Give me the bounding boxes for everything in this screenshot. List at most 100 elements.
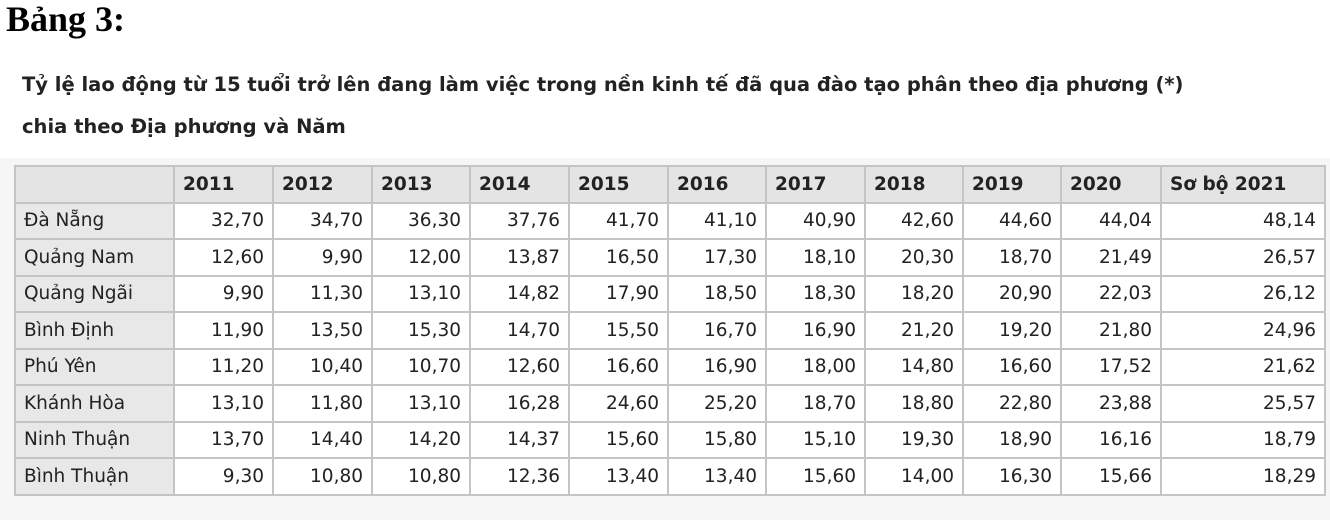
table-title: Tỷ lệ lao động từ 15 tuổi trở lên đang l… xyxy=(22,64,1322,148)
table-cell: 22,80 xyxy=(962,384,1062,423)
table-cell: 18,30 xyxy=(765,274,866,313)
table-cell: 13,70 xyxy=(173,420,274,459)
column-header: 2013 xyxy=(371,165,471,204)
table-row: Bình Thuận 9,30 10,80 10,80 12,36 13,40 13,40 1… xyxy=(14,457,1326,496)
table-cell: 18,20 xyxy=(864,274,964,313)
column-header: 2016 xyxy=(667,165,767,204)
column-header: 2020 xyxy=(1060,165,1162,204)
table-cell: 36,30 xyxy=(371,201,471,240)
table-cell: 21,49 xyxy=(1060,238,1162,277)
table-cell: 18,29 xyxy=(1160,457,1326,496)
column-header: 2011 xyxy=(173,165,274,204)
table-title-line-1: Tỷ lệ lao động từ 15 tuổi trở lên đang l… xyxy=(22,73,1184,96)
table-row: Quảng Nam 12,60 9,90 12,00 13,87 16,50 17,30 18… xyxy=(14,238,1326,277)
table-cell: 41,70 xyxy=(568,201,669,240)
table-cell: 15,30 xyxy=(371,311,471,350)
data-table: 2011 2012 2013 2014 2015 2016 2017 2018 2019 2020… xyxy=(14,165,1326,496)
table-cell: 11,30 xyxy=(272,274,373,313)
table-cell: 44,60 xyxy=(962,201,1062,240)
table-cell: 24,96 xyxy=(1160,311,1326,350)
row-label: Đà Nẵng xyxy=(14,201,175,240)
table-cell: 12,36 xyxy=(469,457,570,496)
column-header: 2017 xyxy=(765,165,866,204)
table-cell: 16,60 xyxy=(568,347,669,386)
table-cell: 21,62 xyxy=(1160,347,1326,386)
table-cell: 13,10 xyxy=(371,274,471,313)
table-cell: 25,57 xyxy=(1160,384,1326,423)
table-row: Bình Định 11,90 13,50 15,30 14,70 15,50 16,70 1… xyxy=(14,311,1326,350)
table-cell: 15,80 xyxy=(667,420,767,459)
table-cell: 20,30 xyxy=(864,238,964,277)
table-cell: 41,10 xyxy=(667,201,767,240)
table-cell: 26,12 xyxy=(1160,274,1326,313)
table-cell: 14,82 xyxy=(469,274,570,313)
table-cell: 18,90 xyxy=(962,420,1062,459)
table-cell: 22,03 xyxy=(1060,274,1162,313)
table-cell: 15,50 xyxy=(568,311,669,350)
table-cell: 34,70 xyxy=(272,201,373,240)
table-cell: 9,90 xyxy=(272,238,373,277)
table-cell: 15,10 xyxy=(765,420,866,459)
row-label: Phú Yên xyxy=(14,347,175,386)
table-cell: 12,60 xyxy=(469,347,570,386)
table-cell: 17,30 xyxy=(667,238,767,277)
table-row: Đà Nẵng 32,70 34,70 36,30 37,76 41,70 41,10 40,… xyxy=(14,201,1326,240)
table-cell: 18,10 xyxy=(765,238,866,277)
table-cell: 42,60 xyxy=(864,201,964,240)
column-header: 2019 xyxy=(962,165,1062,204)
column-header: 2014 xyxy=(469,165,570,204)
column-header: 2012 xyxy=(272,165,373,204)
table-cell: 16,90 xyxy=(667,347,767,386)
row-label: Quảng Ngãi xyxy=(14,274,175,313)
column-header: 2015 xyxy=(568,165,669,204)
table-cell: 14,70 xyxy=(469,311,570,350)
table-cell: 16,28 xyxy=(469,384,570,423)
table-cell: 20,90 xyxy=(962,274,1062,313)
row-label: Bình Thuận xyxy=(14,457,175,496)
table-cell: 15,66 xyxy=(1060,457,1162,496)
table-cell: 15,60 xyxy=(568,420,669,459)
row-label: Ninh Thuận xyxy=(14,420,175,459)
table-cell: 18,70 xyxy=(962,238,1062,277)
table-cell: 13,40 xyxy=(568,457,669,496)
table-cell: 16,70 xyxy=(667,311,767,350)
table-cell: 48,14 xyxy=(1160,201,1326,240)
table-cell: 24,60 xyxy=(568,384,669,423)
table-cell: 19,20 xyxy=(962,311,1062,350)
table-cell: 25,20 xyxy=(667,384,767,423)
table-cell: 11,20 xyxy=(173,347,274,386)
table-cell: 26,57 xyxy=(1160,238,1326,277)
table-cell: 12,60 xyxy=(173,238,274,277)
table-cell: 17,52 xyxy=(1060,347,1162,386)
table-cell: 14,40 xyxy=(272,420,373,459)
table-cell: 18,00 xyxy=(765,347,866,386)
column-header: Sơ bộ 2021 xyxy=(1160,165,1326,204)
table-cell: 9,90 xyxy=(173,274,274,313)
table-cell: 21,20 xyxy=(864,311,964,350)
table-cell: 16,30 xyxy=(962,457,1062,496)
table-cell: 37,76 xyxy=(469,201,570,240)
table-cell: 10,80 xyxy=(371,457,471,496)
table-cell: 15,60 xyxy=(765,457,866,496)
table-cell: 10,70 xyxy=(371,347,471,386)
table-cell: 11,90 xyxy=(173,311,274,350)
table-cell: 16,16 xyxy=(1060,420,1162,459)
column-header: 2018 xyxy=(864,165,964,204)
table-cell: 16,90 xyxy=(765,311,866,350)
table-cell: 18,79 xyxy=(1160,420,1326,459)
table-cell: 32,70 xyxy=(173,201,274,240)
table-cell: 19,30 xyxy=(864,420,964,459)
table-cell: 40,90 xyxy=(765,201,866,240)
row-label: Quảng Nam xyxy=(14,238,175,277)
table-cell: 13,50 xyxy=(272,311,373,350)
table-cell: 16,50 xyxy=(568,238,669,277)
table-cell: 10,40 xyxy=(272,347,373,386)
table-cell: 18,80 xyxy=(864,384,964,423)
table-cell: 9,30 xyxy=(173,457,274,496)
table-cell: 21,80 xyxy=(1060,311,1162,350)
table-title-line-2: chia theo Địa phương và Năm xyxy=(22,115,346,138)
table-cell: 10,80 xyxy=(272,457,373,496)
table-cell: 13,10 xyxy=(371,384,471,423)
table-row: Khánh Hòa 13,10 11,80 13,10 16,28 24,60 25,20 1… xyxy=(14,384,1326,423)
table-row: Phú Yên 11,20 10,40 10,70 12,60 16,60 16,90 18,… xyxy=(14,347,1326,386)
